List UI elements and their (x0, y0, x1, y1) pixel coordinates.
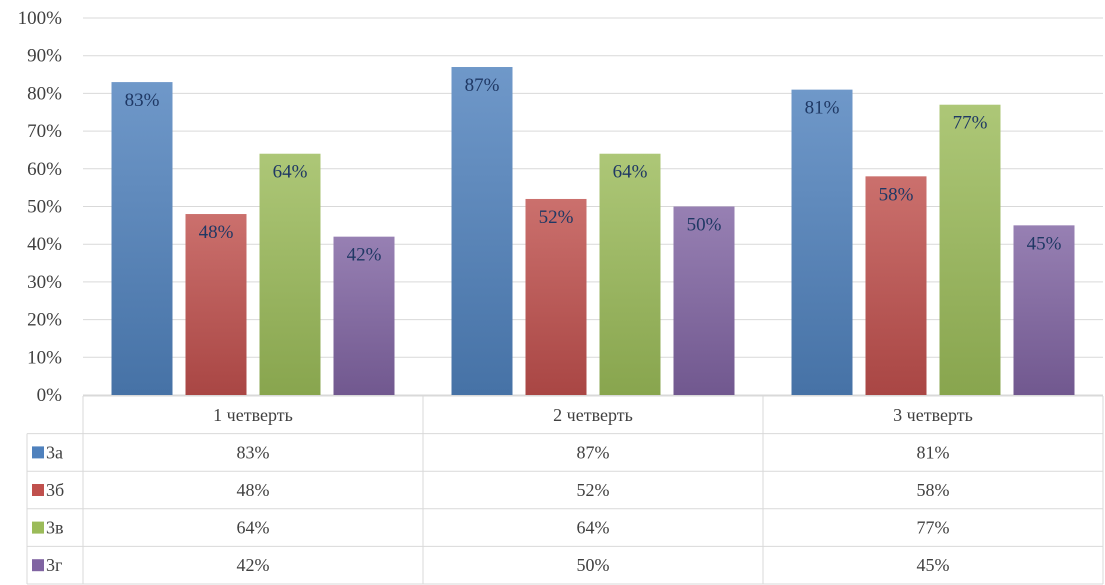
legend-label: 3в (46, 518, 64, 538)
bars (111, 67, 1075, 396)
bar-3-1 (259, 153, 321, 395)
y-tick-label: 20% (27, 310, 62, 331)
bar-1-1 (111, 82, 173, 395)
legend-swatch (32, 521, 44, 534)
table-cell: 42% (237, 555, 270, 575)
bar-2-2 (525, 198, 587, 395)
legend-swatch (32, 446, 44, 459)
data-label: 42% (347, 245, 382, 266)
bar-3-3 (939, 104, 1001, 396)
table-cell: 48% (237, 480, 270, 500)
y-tick-label: 70% (27, 121, 62, 142)
data-label: 52% (539, 207, 574, 228)
bar-3-2 (599, 153, 661, 395)
gridlines (83, 17, 1103, 396)
table-cell: 81% (917, 442, 950, 462)
table-cell: 50% (577, 555, 610, 575)
data-label: 77% (953, 113, 988, 134)
table-cell: 77% (917, 518, 950, 538)
legend-label: 3г (46, 555, 62, 575)
data-label: 81% (805, 98, 840, 119)
y-tick-label: 100% (18, 8, 63, 29)
data-label: 45% (1027, 233, 1062, 254)
data-label: 64% (273, 162, 308, 183)
y-tick-label: 10% (27, 347, 62, 368)
table-cell: 64% (577, 518, 610, 538)
table-cell: 87% (577, 442, 610, 462)
table-cell: 64% (237, 518, 270, 538)
category-label: 2 четверть (553, 405, 633, 425)
y-tick-label: 90% (27, 46, 62, 67)
legend-label: 3а (46, 442, 63, 462)
legend-label: 3б (46, 480, 64, 500)
category-label: 1 четверть (213, 405, 293, 425)
bar-2-1 (185, 214, 247, 395)
category-label: 3 четверть (893, 405, 973, 425)
data-label: 58% (879, 184, 914, 205)
y-tick-label: 50% (27, 197, 62, 218)
table-cell: 58% (917, 480, 950, 500)
data-label: 64% (613, 162, 648, 183)
table-cell: 45% (917, 555, 950, 575)
bar-1-2 (451, 67, 513, 395)
y-axis: 0% 10% 20% 30% 40% 50% 60% 70% 80% 90% 100% (18, 8, 63, 406)
bar-4-2 (673, 206, 735, 395)
data-labels: 83% 48% 64% 42% 87% 52% 64% 50% 81% 58% 77% 45% (125, 75, 1062, 266)
bar-4-1 (333, 236, 395, 395)
bar-2-3 (865, 176, 927, 395)
legend-swatch (32, 559, 44, 572)
data-label: 83% (125, 90, 160, 111)
data-label: 48% (199, 222, 234, 243)
data-label: 50% (687, 215, 722, 236)
y-tick-label: 40% (27, 234, 62, 255)
data-table: 1 четверть 2 четверть 3 четверть 3а 83% 87% 81… (26, 395, 1104, 585)
table-cell: 83% (237, 442, 270, 462)
bar-4-3 (1013, 225, 1075, 395)
bar-1-3 (791, 89, 853, 395)
data-label: 87% (465, 75, 500, 96)
y-tick-label: 60% (27, 159, 62, 180)
table-cell: 52% (577, 480, 610, 500)
y-tick-label: 0% (37, 385, 63, 406)
legend-swatch (32, 484, 44, 496)
y-tick-label: 80% (27, 83, 62, 104)
y-tick-label: 30% (27, 272, 62, 293)
